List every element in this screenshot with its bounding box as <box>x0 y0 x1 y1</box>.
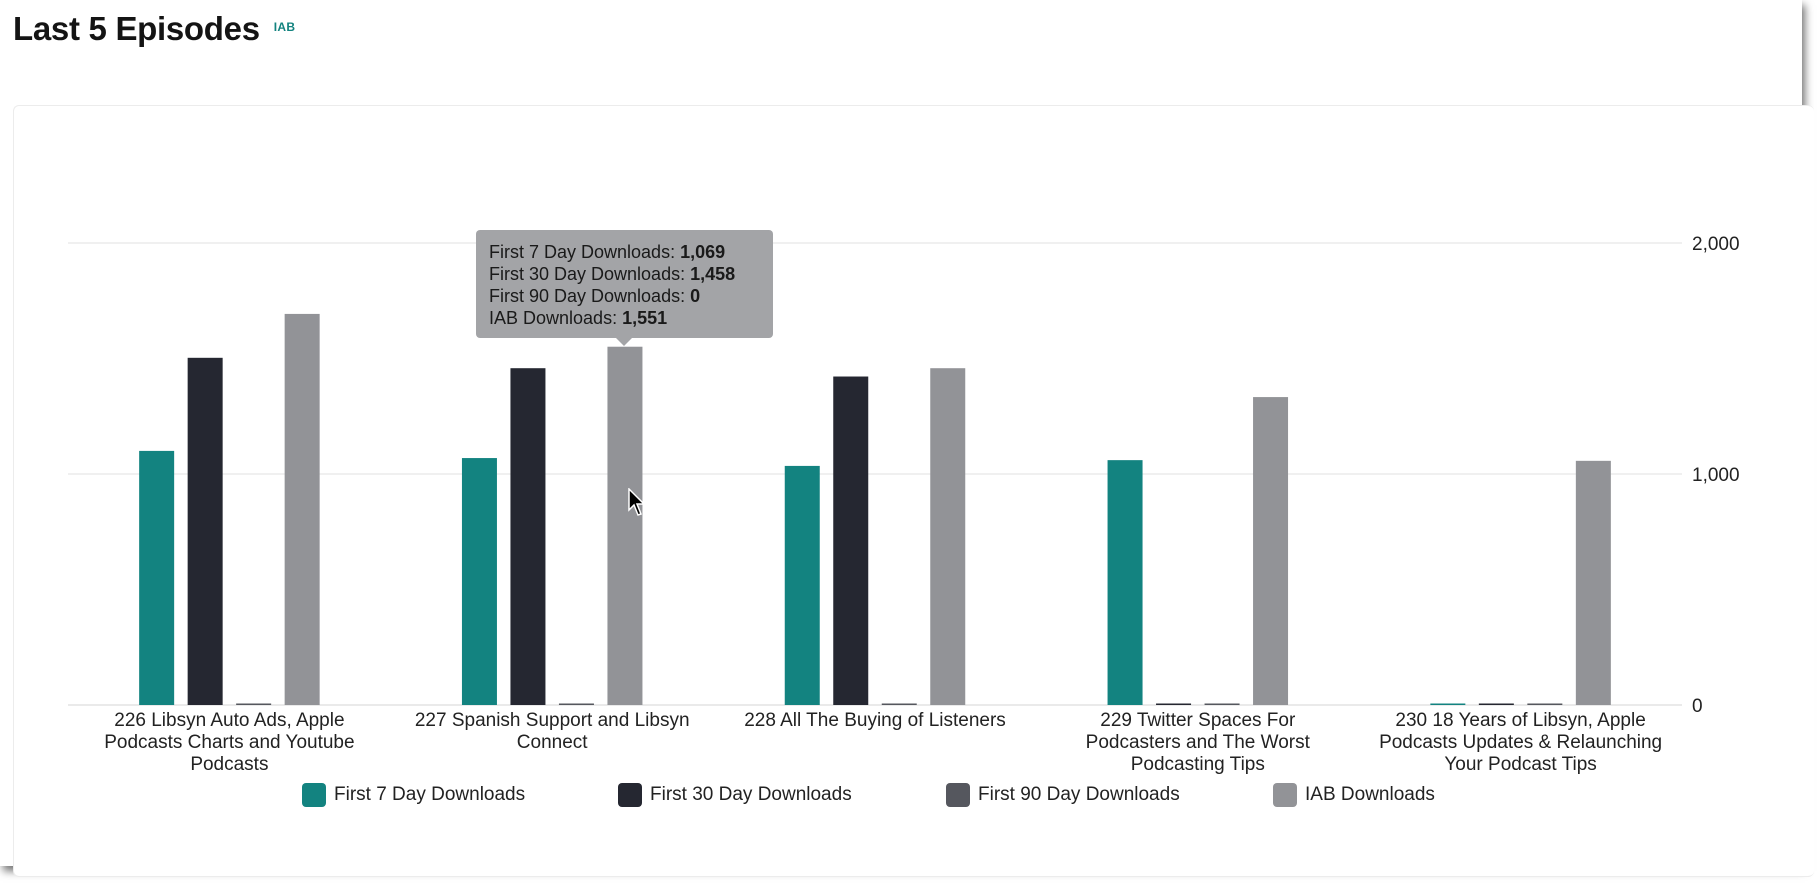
bar-first90 <box>236 703 272 705</box>
bar-first30 <box>1478 703 1514 705</box>
legend-label: First 30 Day Downloads <box>650 784 852 805</box>
tooltip-row-first90: First 90 Day Downloads: 0 <box>489 286 701 306</box>
bar-iab <box>930 368 966 705</box>
bar-iab <box>607 346 643 705</box>
bar-first30 <box>510 368 546 705</box>
tooltip-row-iab: IAB Downloads: 1,551 <box>489 308 668 328</box>
bar-first7 <box>461 458 497 705</box>
legend-swatch <box>946 783 970 807</box>
bar-first7 <box>1107 460 1143 705</box>
bar-iab <box>1253 397 1289 705</box>
header: Last 5 Episodes IAB <box>13 10 295 48</box>
mouse-pointer-icon <box>628 488 646 516</box>
legend-item-first7[interactable]: First 7 Day Downloads <box>302 783 525 807</box>
y-tick-label: 1,000 <box>1692 465 1740 486</box>
bar-first7 <box>139 450 175 705</box>
bar-first30 <box>187 357 223 705</box>
app-window: Last 5 Episodes IAB 0 1,000 2,000 226 Libsy… <box>0 10 1814 877</box>
iab-badge[interactable]: IAB <box>273 20 296 34</box>
bar-first30 <box>1156 703 1192 705</box>
legend-label: First 90 Day Downloads <box>978 784 1180 805</box>
legend-label: IAB Downloads <box>1305 784 1435 805</box>
bar-first90 <box>1527 703 1563 705</box>
x-tick-label: 229 Twitter Spaces For Podcasters and The… <box>1086 710 1311 775</box>
bar-first30 <box>833 376 869 705</box>
tooltip-row-first30: First 30 Day Downloads: 1,458 <box>489 264 736 284</box>
bar-first90 <box>558 703 594 705</box>
tooltip-row-first7: First 7 Day Downloads: 1,069 <box>489 242 726 262</box>
y-tick-label: 0 <box>1692 696 1703 717</box>
x-tick-label: 230 18 Years of Libsyn, Apple Podcasts Up… <box>1379 710 1662 775</box>
legend-swatch <box>618 783 642 807</box>
legend-label: First 7 Day Downloads <box>334 784 526 805</box>
x-tick-label: 226 Libsyn Auto Ads, Apple Podcasts Chart… <box>104 710 354 775</box>
legend-swatch <box>1273 783 1297 807</box>
chart-legend: First 7 Day Downloads First 30 Day Downl… <box>0 783 1802 811</box>
y-tick-label: 2,000 <box>1692 234 1740 255</box>
bar-chart: 0 1,000 2,000 226 Libsyn Auto Ads, Apple Pod… <box>68 234 1740 775</box>
legend-item-first30[interactable]: First 30 Day Downloads <box>618 783 852 807</box>
x-tick-label: 227 Spanish Support and Libsyn Connect <box>415 710 690 753</box>
legend-item-iab[interactable]: IAB Downloads <box>1273 783 1435 807</box>
bar-first7 <box>1430 703 1466 705</box>
legend-item-first90[interactable]: First 90 Day Downloads <box>946 783 1180 807</box>
bar-iab <box>1575 460 1611 705</box>
chart-tooltip: First 7 Day Downloads: 1,069 First 30 Da… <box>476 230 773 346</box>
x-tick-label: 228 All The Buying of Listeners <box>744 710 1006 731</box>
bar-first90 <box>881 703 917 705</box>
bar-first90 <box>1204 703 1240 705</box>
page-title: Last 5 Episodes <box>13 10 260 47</box>
bar-first7 <box>784 465 820 705</box>
bar-iab <box>284 313 320 705</box>
legend-swatch <box>302 783 326 807</box>
